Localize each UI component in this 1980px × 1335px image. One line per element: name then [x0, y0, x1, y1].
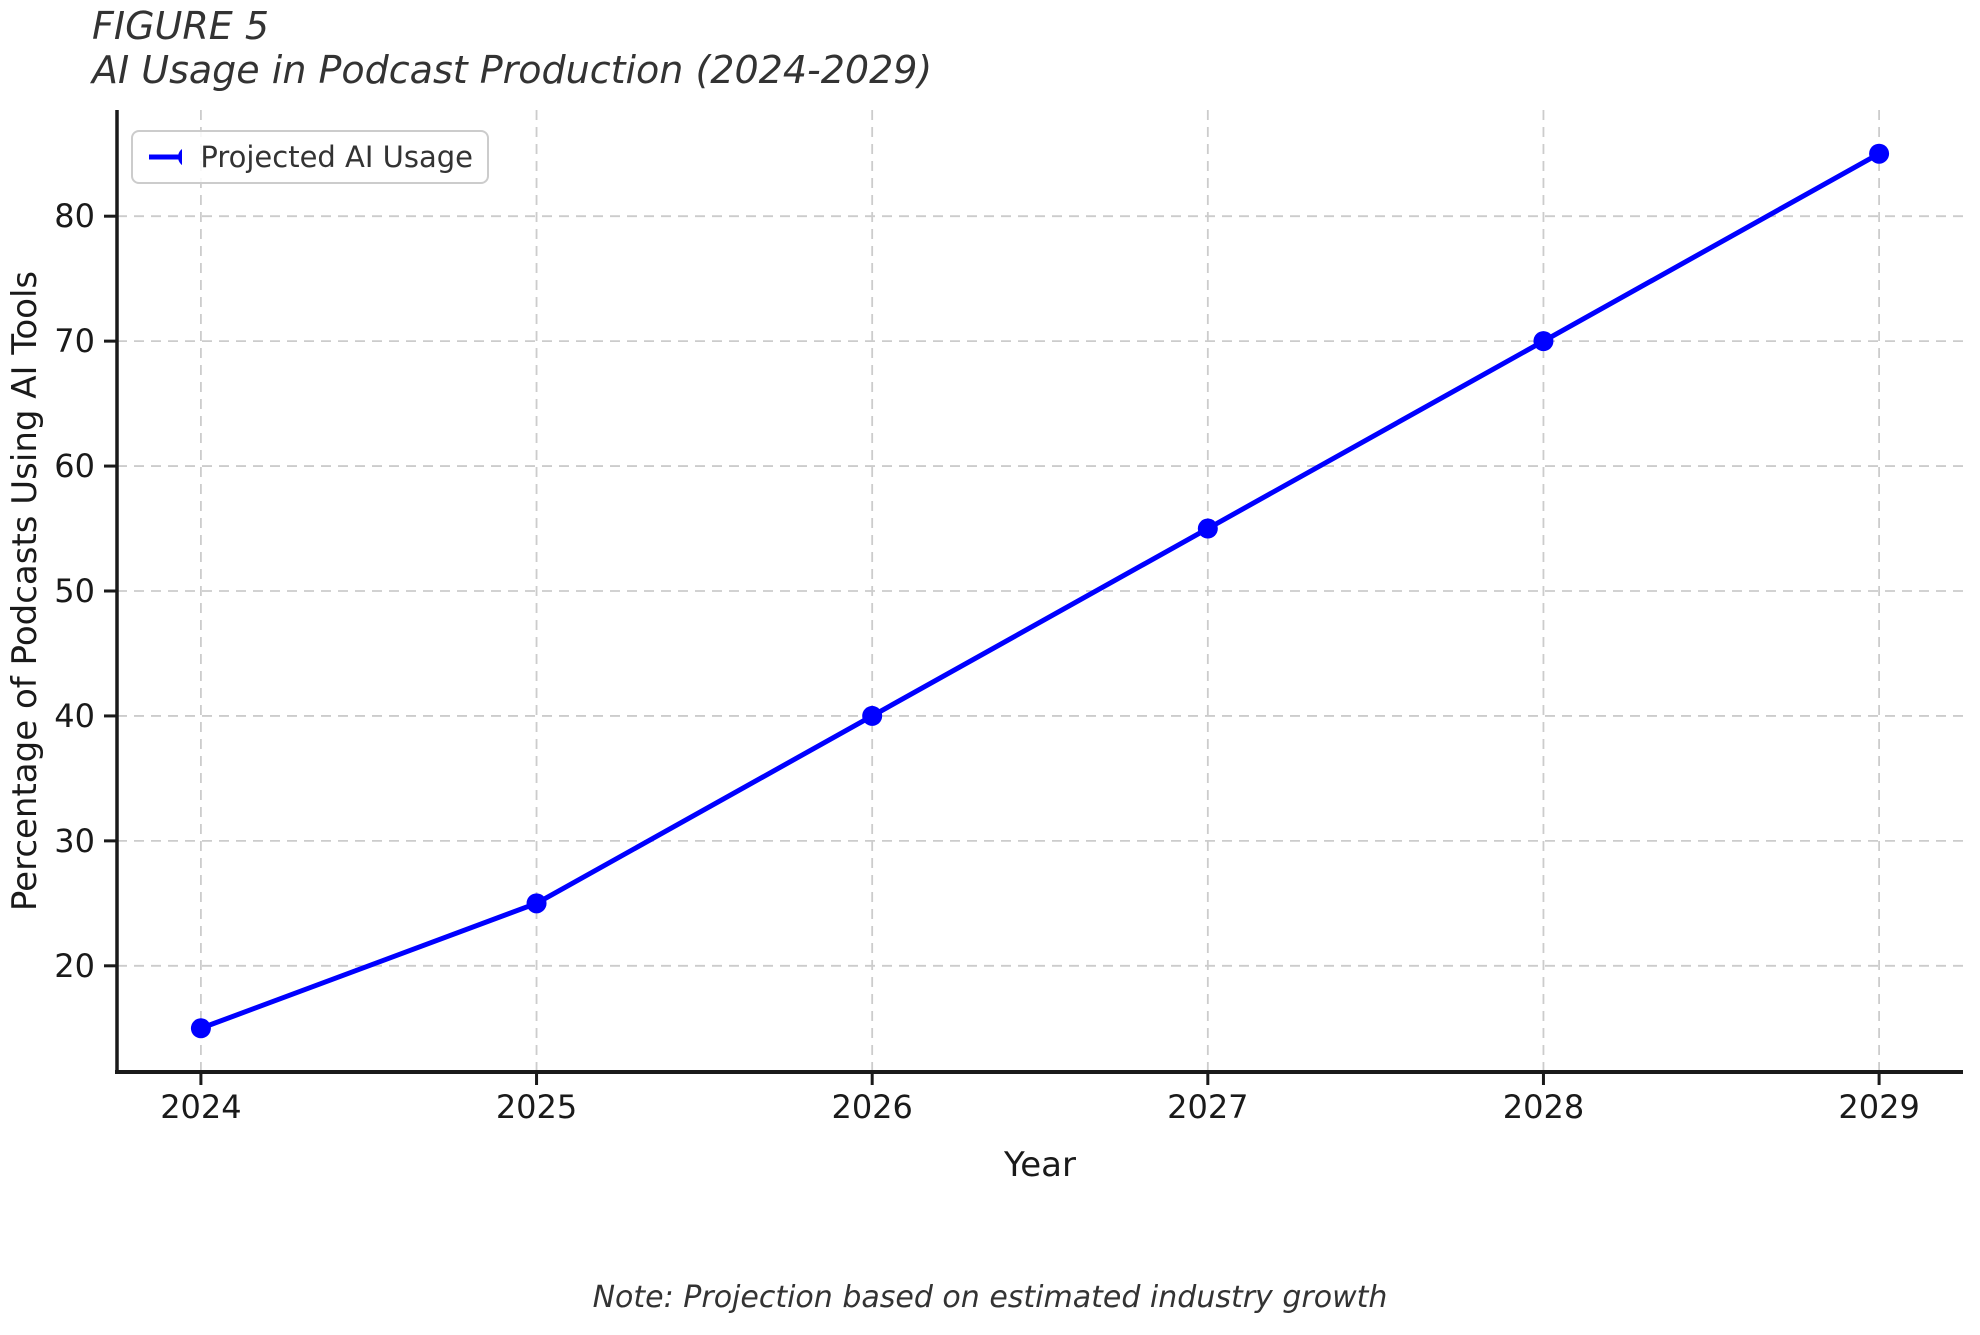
chart-title: AI Usage in Podcast Production (2024-202…: [92, 48, 933, 92]
y-tick-label: 60: [54, 447, 95, 485]
x-tick-label: 2027: [1167, 1088, 1248, 1126]
data-point-marker: [526, 893, 547, 914]
data-point-marker: [1533, 331, 1554, 352]
x-tick-label: 2029: [1838, 1088, 1919, 1126]
figure-label: FIGURE 5: [92, 4, 269, 48]
footnote: Note: Projection based on estimated indu…: [592, 1280, 1388, 1315]
data-point-marker: [1197, 518, 1218, 539]
x-tick-label: 2025: [496, 1088, 577, 1126]
data-point-marker: [1869, 143, 1890, 164]
y-tick-label: 80: [54, 197, 95, 235]
y-axis-label: Percentage of Podcasts Using AI Tools: [5, 271, 45, 911]
y-tick-label: 70: [54, 322, 95, 360]
x-tick-label: 2024: [160, 1088, 241, 1126]
legend-label: Projected AI Usage: [200, 140, 473, 174]
y-tick-label: 30: [54, 822, 95, 860]
data-point-marker: [190, 1018, 211, 1039]
data-point-marker: [862, 705, 883, 726]
figure-title: FIGURE 5 AI Usage in Podcast Production …: [92, 4, 932, 92]
y-tick-label: 50: [54, 572, 95, 610]
x-axis-label: Year: [1003, 1145, 1076, 1185]
y-tick-label: 40: [54, 697, 95, 735]
x-tick-label: 2026: [831, 1088, 912, 1126]
legend: Projected AI Usage: [131, 130, 489, 184]
legend-line-marker: [149, 148, 183, 166]
x-tick-label: 2028: [1503, 1088, 1584, 1126]
legend-sample-marker-icon: [178, 148, 183, 166]
data-line: [198, 151, 1882, 1031]
y-tick-label: 20: [54, 947, 95, 985]
